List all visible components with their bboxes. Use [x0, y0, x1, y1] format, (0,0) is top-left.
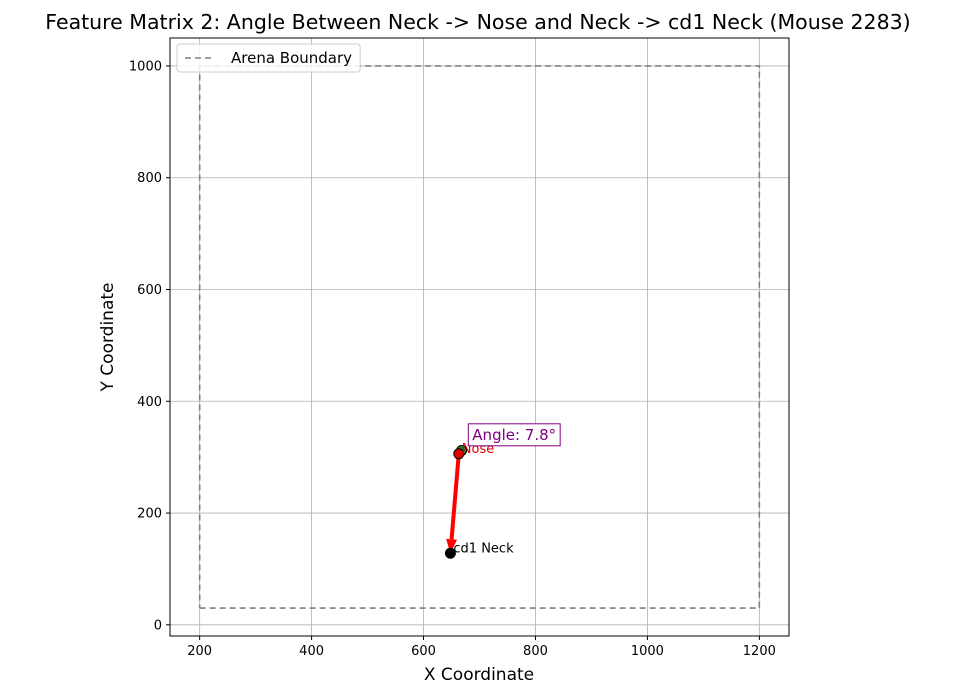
y-tick-label: 0: [154, 618, 162, 633]
x-tick-label: 200: [187, 644, 212, 659]
annotation-layer: Angle: 7.8°: [467, 423, 561, 447]
angle-annotation-box: [467, 423, 561, 447]
legend-box: [176, 43, 361, 73]
vector-arrowhead-1: [446, 538, 458, 554]
y-tick-label: 400: [137, 395, 162, 410]
y-axis-label: Y Coordinate: [98, 283, 118, 393]
legend-label-arena-boundary: Arena Boundary: [231, 49, 352, 67]
point-label-cd1-neck: cd1 Neck: [453, 541, 514, 556]
y-tick-label: 800: [137, 171, 162, 186]
point-cd1-neck: [444, 547, 456, 559]
x-axis-label: X Coordinate: [424, 665, 534, 685]
vector-layer: [446, 449, 463, 554]
point-nose: [453, 448, 465, 460]
x-tick-label: 800: [523, 644, 548, 659]
tick-layer: 200 400 600 800 1000 1200 0 200 400 600 800 1000: [129, 59, 776, 659]
chart-title: Feature Matrix 2: Angle Between Neck -> …: [45, 10, 910, 34]
y-tick-label: 600: [137, 283, 162, 298]
x-tick-label: 1000: [631, 644, 664, 659]
x-tick-label: 600: [411, 644, 436, 659]
plot-frame: [169, 37, 790, 637]
vector-shaft-1: [449, 453, 461, 540]
x-tick-label: 1200: [743, 644, 776, 659]
y-tick-label: 200: [137, 507, 162, 522]
x-tick-label: 400: [299, 644, 324, 659]
angle-annotation-text: Angle: 7.8°: [472, 426, 556, 444]
arena-boundary-layer: [198, 65, 761, 609]
legend: Arena Boundary: [176, 43, 361, 73]
y-tick-label: 1000: [129, 59, 162, 74]
arena-boundary-line: [198, 65, 761, 609]
